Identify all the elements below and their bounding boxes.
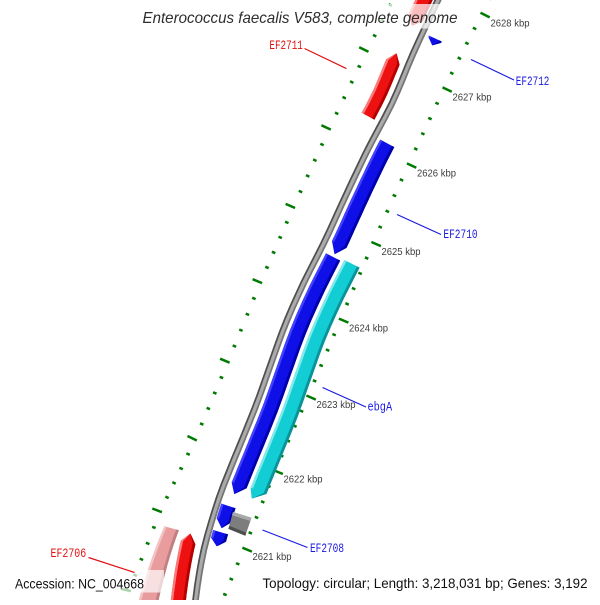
svg-text:ebgA: ebgA (368, 400, 393, 415)
svg-text:EF2708: EF2708 (310, 541, 344, 556)
svg-text:2626 kbp: 2626 kbp (417, 168, 456, 180)
svg-text:EF2710: EF2710 (443, 227, 477, 242)
svg-text:Accession: NC_004668: Accession: NC_004668 (15, 577, 144, 592)
svg-text:2625 kbp: 2625 kbp (382, 246, 421, 258)
svg-text:EF2711: EF2711 (269, 38, 303, 53)
svg-text:EF2706: EF2706 (51, 546, 87, 561)
svg-text:Enterococcus faecalis V583, co: Enterococcus faecalis V583, complete gen… (143, 10, 458, 27)
svg-text:2622 kbp: 2622 kbp (284, 474, 323, 486)
svg-text:2624 kbp: 2624 kbp (349, 322, 388, 334)
svg-text:2627 kbp: 2627 kbp (453, 92, 492, 104)
svg-text:EF2712: EF2712 (516, 74, 550, 89)
svg-text:Topology: circular; Length: 3,: Topology: circular; Length: 3,218,031 bp… (263, 576, 588, 591)
svg-text:2623 kbp: 2623 kbp (317, 399, 356, 411)
svg-text:2628 kbp: 2628 kbp (491, 17, 530, 29)
svg-text:2621 kbp: 2621 kbp (253, 551, 292, 563)
